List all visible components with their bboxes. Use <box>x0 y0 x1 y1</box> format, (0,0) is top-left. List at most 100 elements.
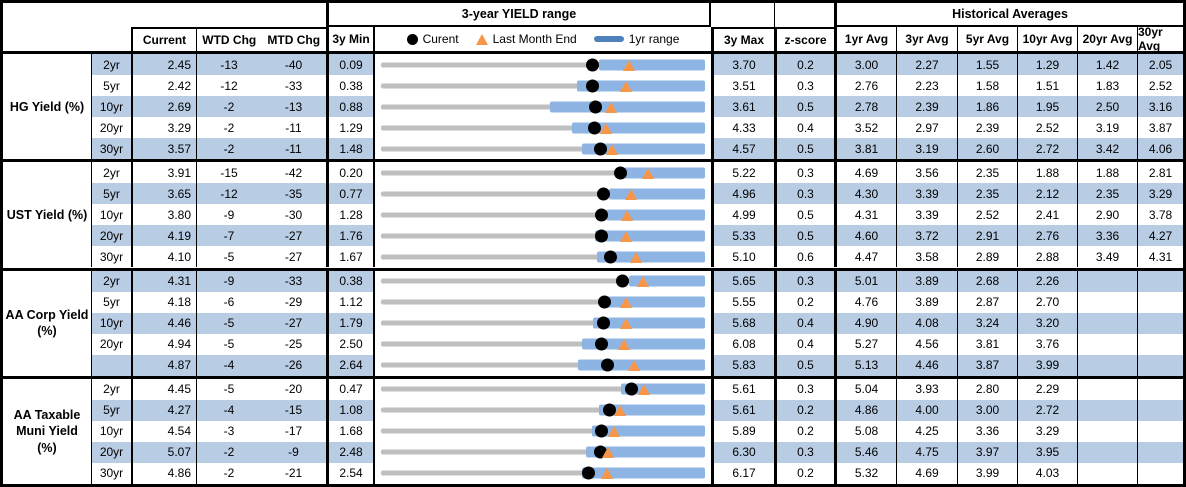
cell-avg-3: 4.03 <box>1017 462 1077 484</box>
cell-3y-max: 3.61 <box>711 96 774 118</box>
cell-avg-4 <box>1077 312 1137 334</box>
one-year-range-bar <box>595 230 705 242</box>
current-dot <box>613 166 627 180</box>
range-chart <box>373 138 711 160</box>
tenor-label: 20yr <box>91 225 131 247</box>
one-year-range-bar <box>586 446 705 458</box>
cell-avg-1: 4.08 <box>896 312 957 334</box>
table-row: 10yr 4.54 -3 -17 1.68 5.89 0.2 5.08 4.25 3.36 3.29 <box>91 420 1183 442</box>
cell-wtd-chg: -3 <box>196 420 261 442</box>
cell-z-score: 0.4 <box>774 333 834 355</box>
cell-avg-1: 4.46 <box>896 354 957 376</box>
cell-current: 4.18 <box>131 291 196 313</box>
cell-avg-5: 3.87 <box>1137 117 1183 139</box>
table-row: 10yr 3.80 -9 -30 1.28 4.99 0.5 4.31 3.39 2.52 2.41… <box>91 204 1183 226</box>
range-chart <box>373 54 711 76</box>
cell-avg-3: 2.72 <box>1017 399 1077 421</box>
group-label: AA Taxable Muni Yield (%) <box>3 378 91 484</box>
cell-avg-1: 3.89 <box>896 291 957 313</box>
cell-avg-2: 2.35 <box>957 162 1017 184</box>
cell-mtd-chg: -33 <box>261 270 326 292</box>
cell-3y-min: 1.79 <box>326 312 373 334</box>
cell-mtd-chg: -33 <box>261 75 326 97</box>
cell-wtd-chg: -5 <box>196 246 261 268</box>
table-row: 5yr 4.27 -4 -15 1.08 5.61 0.2 4.86 4.00 3.00 2.72 <box>91 399 1183 421</box>
cell-wtd-chg: -12 <box>196 183 261 205</box>
legend-1yr-range-label: 1yr range <box>628 32 680 46</box>
range-chart <box>373 441 711 463</box>
cell-3y-min: 1.12 <box>326 291 373 313</box>
table-row: 4.87 -4 -26 2.64 5.83 0.5 5.13 4.46 3.87 3.99 <box>91 354 1183 376</box>
one-year-range-bar <box>571 122 705 134</box>
cell-avg-3: 2.12 <box>1017 183 1077 205</box>
cell-avg-4: 1.88 <box>1077 162 1137 184</box>
current-dot <box>586 58 600 72</box>
table-row: 20yr 4.94 -5 -25 2.50 6.08 0.4 5.27 4.56 3.81 3.76 <box>91 333 1183 355</box>
current-dot <box>585 79 599 93</box>
cell-avg-1: 2.39 <box>896 96 957 118</box>
range-chart <box>373 333 711 355</box>
cell-avg-5: 2.81 <box>1137 162 1183 184</box>
cell-z-score: 0.5 <box>774 138 834 160</box>
cell-avg-5: 3.29 <box>1137 183 1183 205</box>
cell-avg-3: 2.76 <box>1017 225 1077 247</box>
range-track <box>381 362 705 368</box>
range-track <box>381 449 705 455</box>
cell-avg-1: 2.23 <box>896 75 957 97</box>
table-row: 20yr 4.19 -7 -27 1.76 5.33 0.5 4.60 3.72 2.91 2.76… <box>91 225 1183 247</box>
table-body: HG Yield (%) 2yr 2.45 -13 -40 0.09 3.70 0.2 3.00… <box>3 54 1183 484</box>
table-row: 10yr 4.46 -5 -27 1.79 5.68 0.4 4.90 4.08 3.24 3.20 <box>91 312 1183 334</box>
cell-wtd-chg: -5 <box>196 378 261 400</box>
cell-3y-max: 6.30 <box>711 441 774 463</box>
current-dot <box>581 466 595 480</box>
one-year-range-bar <box>576 80 705 92</box>
col-header-20yr-avg: 20yr Avg <box>1077 27 1137 51</box>
cell-wtd-chg: -9 <box>196 204 261 226</box>
cell-wtd-chg: -15 <box>196 162 261 184</box>
range-track <box>381 212 705 218</box>
tenor-label: 20yr <box>91 117 131 139</box>
one-year-range-bar <box>578 359 705 371</box>
range-chart <box>373 420 711 442</box>
last-month-end-marker <box>620 297 632 309</box>
cell-current: 4.87 <box>131 354 196 376</box>
cell-mtd-chg: -25 <box>261 333 326 355</box>
cell-avg-5: 3.78 <box>1137 204 1183 226</box>
cell-z-score: 0.2 <box>774 291 834 313</box>
cell-avg-3: 1.29 <box>1017 54 1077 76</box>
cell-avg-5 <box>1137 333 1183 355</box>
one-year-range-bar <box>582 143 705 155</box>
one-year-range-bar <box>581 338 705 350</box>
cell-avg-0: 5.13 <box>834 354 896 376</box>
cell-mtd-chg: -29 <box>261 291 326 313</box>
cell-avg-2: 1.55 <box>957 54 1017 76</box>
cell-avg-1: 4.56 <box>896 333 957 355</box>
cell-avg-4 <box>1077 333 1137 355</box>
group-label: AA Corp Yield (%) <box>3 270 91 376</box>
cell-avg-0: 4.76 <box>834 291 896 313</box>
table-row: 5yr 2.42 -12 -33 0.38 3.51 0.3 2.76 2.23 1.58 1.51… <box>91 75 1183 97</box>
cell-3y-min: 0.09 <box>326 54 373 76</box>
section-rows: 2yr 2.45 -13 -40 0.09 3.70 0.2 3.00 2.27 1.55 1.29… <box>91 54 1183 160</box>
cell-avg-1: 3.39 <box>896 183 957 205</box>
range-track <box>381 191 705 197</box>
cell-avg-2: 1.58 <box>957 75 1017 97</box>
cell-avg-4: 1.83 <box>1077 75 1137 97</box>
cell-3y-min: 1.76 <box>326 225 373 247</box>
current-dot <box>594 208 608 222</box>
cell-mtd-chg: -21 <box>261 462 326 484</box>
last-month-end-marker <box>636 276 649 288</box>
cell-3y-max: 5.10 <box>711 246 774 268</box>
cell-3y-min: 1.08 <box>326 399 373 421</box>
range-track <box>381 233 705 239</box>
cell-avg-0: 4.47 <box>834 246 896 268</box>
cell-avg-2: 2.91 <box>957 225 1017 247</box>
chart-legend: Curent Last Month End 1yr range <box>373 27 711 51</box>
range-track <box>381 428 705 434</box>
current-dot <box>597 187 611 201</box>
cell-z-score: 0.5 <box>774 204 834 226</box>
tenor-label <box>91 354 131 376</box>
cell-avg-4: 2.35 <box>1077 183 1137 205</box>
cell-current: 4.54 <box>131 420 196 442</box>
